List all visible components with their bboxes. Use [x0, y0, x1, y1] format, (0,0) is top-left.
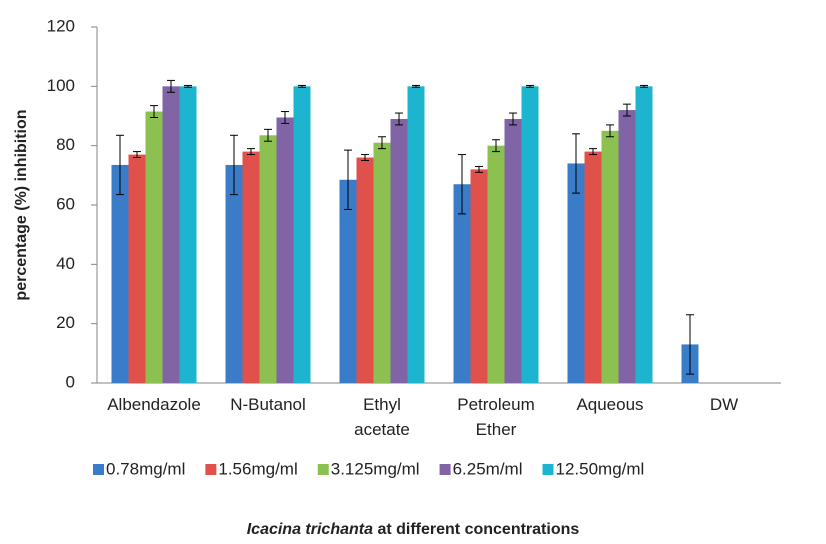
bar: [339, 179, 357, 383]
x-tick-label: Petroleum Ether: [457, 395, 534, 439]
bar: [390, 118, 408, 383]
bar: [259, 135, 277, 383]
bar: [293, 86, 311, 383]
x-axis-title-species: Icacina trichanta: [247, 521, 373, 538]
error-bar: [492, 139, 500, 153]
legend-swatch: [205, 464, 217, 475]
x-tick-label: DW: [710, 395, 738, 414]
legend-label: 1.56mg/ml: [218, 459, 297, 478]
bar: [145, 111, 163, 384]
bar: [128, 154, 146, 383]
bar: [179, 86, 197, 383]
bar: [470, 169, 488, 383]
bar: [407, 86, 425, 383]
error-bar: [640, 84, 648, 88]
x-axis-title-rest: at different concentrations: [377, 521, 579, 538]
error-bar: [116, 134, 124, 196]
legend-swatch: [439, 464, 451, 475]
y-tick-label: 120: [47, 16, 75, 35]
error-bar: [298, 84, 306, 88]
error-bar: [230, 134, 238, 196]
bar: [111, 164, 129, 383]
error-bar: [344, 149, 352, 210]
legend-label: 6.25m/ml: [453, 459, 523, 478]
x-tick-label: Albendazole: [107, 395, 201, 414]
error-bar: [264, 128, 272, 142]
legend-swatch: [93, 464, 104, 475]
error-bar: [395, 112, 403, 126]
y-tick-label: 0: [66, 372, 75, 391]
legend-swatch: [317, 464, 329, 475]
error-bar: [526, 84, 534, 88]
legend-label: 0.78mg/ml: [106, 459, 185, 478]
error-bar: [458, 154, 466, 215]
bar: [504, 118, 522, 383]
error-bar: [606, 124, 614, 138]
y-tick-label: 60: [56, 194, 75, 213]
bar: [356, 157, 374, 383]
error-bar: [281, 111, 289, 124]
error-bar: [150, 105, 158, 118]
error-bar: [378, 136, 386, 150]
y-axis-title: percentage (%) inhibition: [13, 109, 30, 300]
error-bar: [184, 84, 192, 88]
bar: [453, 184, 471, 383]
error-bar: [412, 84, 420, 88]
error-bar: [475, 165, 483, 173]
y-tick-label: 20: [56, 313, 75, 332]
error-bar: [572, 133, 580, 194]
x-axis-title: Icacina trichanta at different concentra…: [247, 521, 580, 538]
bar: [635, 86, 653, 383]
bar: [601, 130, 619, 383]
error-bar: [361, 154, 369, 161]
error-bar: [247, 148, 255, 156]
y-tick-label: 40: [56, 254, 75, 273]
legend-label: 12.50mg/ml: [556, 459, 645, 478]
x-tick-label: Aqueous: [576, 395, 643, 414]
error-bar: [686, 314, 694, 375]
y-tick-label: 80: [56, 135, 75, 154]
bar: [242, 151, 260, 383]
bar: [225, 164, 243, 383]
error-bar: [589, 148, 597, 156]
x-tick-label: N-Butanol: [230, 395, 306, 414]
error-bar: [509, 112, 517, 126]
y-tick-label: 100: [47, 76, 75, 95]
bar: [584, 151, 602, 383]
error-bar: [133, 151, 141, 159]
legend-swatch: [542, 464, 554, 475]
bar: [373, 142, 391, 383]
bar: [567, 163, 585, 383]
x-tick-label: Ethyl acetate: [354, 395, 410, 439]
bar: [276, 117, 294, 383]
error-bar: [167, 79, 175, 93]
legend-label: 3.125mg/ml: [331, 459, 420, 478]
bar: [162, 86, 180, 383]
error-bar: [623, 103, 631, 117]
bar: [521, 86, 539, 383]
bar: [487, 145, 505, 383]
bar: [618, 110, 636, 384]
